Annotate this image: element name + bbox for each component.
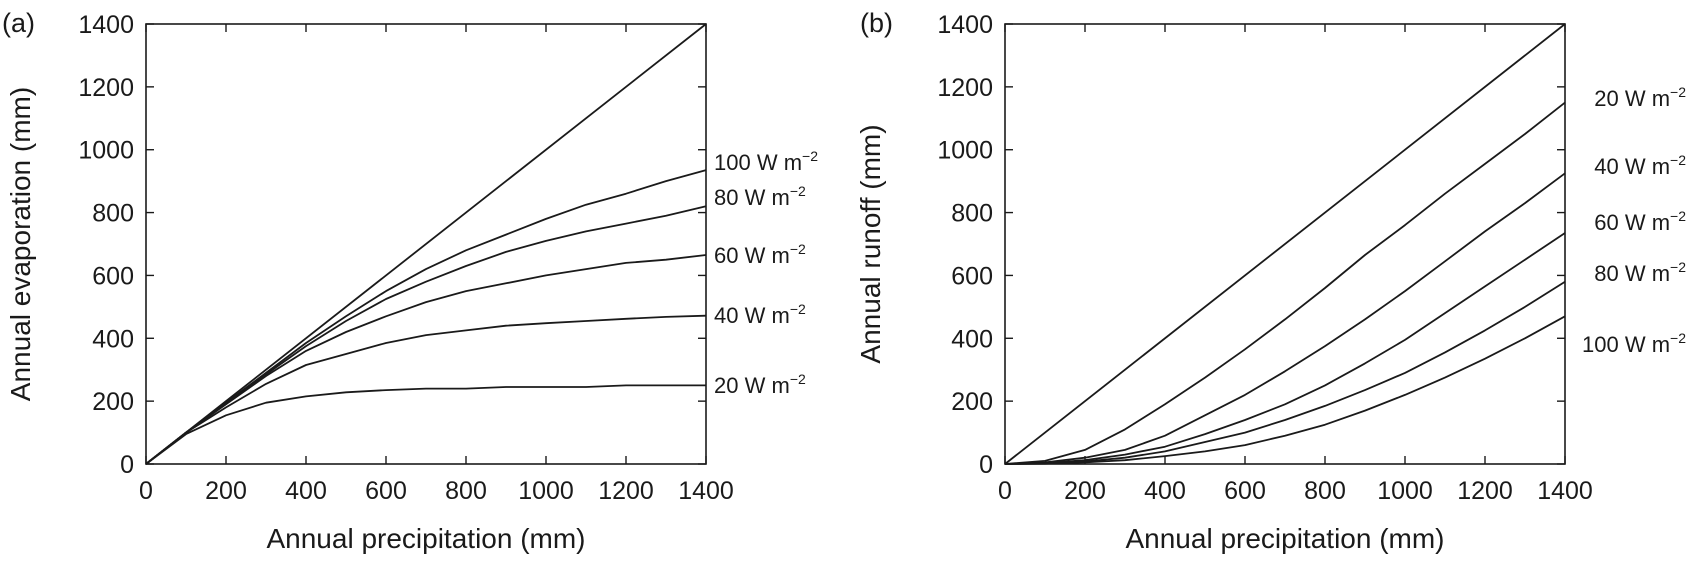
x-tick-label: 400 bbox=[1144, 477, 1186, 505]
panel-b: 0 200 400 600 800 1000 1200 1400 0 200 400 600 800 10… bbox=[855, 8, 1686, 554]
y-tick-label: 0 bbox=[979, 451, 993, 479]
x-tick-label: 200 bbox=[205, 477, 247, 505]
series-label-unit: W m bbox=[745, 373, 790, 398]
y-tick-label: 1400 bbox=[937, 11, 993, 39]
x-tick-label: 1200 bbox=[598, 477, 654, 505]
series-label-exponent: −2 bbox=[790, 183, 806, 199]
series-label-exponent: −2 bbox=[802, 148, 818, 164]
x-tick-label: 600 bbox=[1224, 477, 1266, 505]
series-label: 20 W m−2 bbox=[714, 371, 806, 398]
series-label-unit: W m bbox=[745, 303, 790, 328]
x-tick-label: 800 bbox=[445, 477, 487, 505]
series-label: 100 W m−2 bbox=[714, 148, 818, 175]
y-tick-label: 1000 bbox=[937, 137, 993, 165]
series-label-exponent: −2 bbox=[790, 371, 806, 387]
series-label-value: 80 bbox=[1594, 261, 1618, 286]
series-label-unit: W m bbox=[1625, 210, 1670, 235]
x-axis-title: Annual precipitation (mm) bbox=[1125, 523, 1444, 554]
x-tick-label: 1000 bbox=[1377, 477, 1433, 505]
series-label-exponent: −2 bbox=[1670, 330, 1686, 346]
y-tick-label: 400 bbox=[951, 325, 993, 353]
series-label-value: 60 bbox=[714, 243, 738, 268]
series-line-100 bbox=[1004, 315, 1566, 465]
y-tick-label: 600 bbox=[951, 262, 993, 290]
series-line-20 bbox=[1004, 101, 1566, 465]
series-line-40 bbox=[1004, 172, 1566, 465]
panel-label: (a) bbox=[2, 8, 35, 38]
series-line-80 bbox=[1004, 280, 1566, 465]
series-label-value: 100 bbox=[714, 150, 751, 175]
series-label-unit: W m bbox=[1625, 86, 1670, 111]
series-label-value: 40 bbox=[714, 303, 738, 328]
series-label-exponent: −2 bbox=[1670, 84, 1686, 100]
y-tick-label: 400 bbox=[92, 325, 134, 353]
series-label: 60 W m−2 bbox=[714, 241, 806, 268]
series-label: 40 W m−2 bbox=[1594, 152, 1686, 179]
series-label: 80 W m−2 bbox=[1594, 259, 1686, 286]
series-label-unit: W m bbox=[1625, 154, 1670, 179]
series-label-value: 20 bbox=[714, 373, 738, 398]
y-tick-label: 1200 bbox=[78, 74, 134, 102]
y-tick-label: 0 bbox=[120, 451, 134, 479]
series-label-value: 20 bbox=[1594, 86, 1618, 111]
series-label-exponent: −2 bbox=[790, 301, 806, 317]
series-line-100 bbox=[145, 169, 707, 465]
y-tick-label: 1000 bbox=[78, 137, 134, 165]
one-to-one-line bbox=[1004, 23, 1566, 465]
series-line-60 bbox=[1004, 232, 1566, 465]
panel-label: (b) bbox=[860, 8, 893, 38]
y-tick-label: 1400 bbox=[78, 11, 134, 39]
x-tick-label: 1200 bbox=[1457, 477, 1513, 505]
plot-frame bbox=[1004, 23, 1566, 465]
series-label: 60 W m−2 bbox=[1594, 208, 1686, 235]
series-label: 20 W m−2 bbox=[1594, 84, 1686, 111]
series-label: 100 W m−2 bbox=[1582, 330, 1686, 357]
series-line-60 bbox=[145, 254, 707, 465]
series-label: 80 W m−2 bbox=[714, 183, 806, 210]
y-tick-label: 1200 bbox=[937, 74, 993, 102]
series-label-exponent: −2 bbox=[1670, 259, 1686, 275]
x-tick-label: 0 bbox=[139, 477, 153, 505]
y-tick-label: 200 bbox=[92, 388, 134, 416]
series-label-value: 100 bbox=[1582, 332, 1619, 357]
x-tick-label: 400 bbox=[285, 477, 327, 505]
series-label-value: 60 bbox=[1594, 210, 1618, 235]
series-label-unit: W m bbox=[1625, 261, 1670, 286]
series-label-unit: W m bbox=[757, 150, 802, 175]
y-tick-label: 600 bbox=[92, 262, 134, 290]
x-tick-label: 0 bbox=[998, 477, 1012, 505]
series-label-exponent: −2 bbox=[790, 241, 806, 257]
panel-a: 0 200 400 600 800 1000 1200 1400 0 200 400 600 800 10… bbox=[2, 8, 818, 554]
x-tick-label: 1400 bbox=[678, 477, 734, 505]
y-tick-label: 800 bbox=[92, 200, 134, 228]
series-label-unit: W m bbox=[1625, 332, 1670, 357]
series-label-unit: W m bbox=[745, 243, 790, 268]
x-tick-label: 600 bbox=[365, 477, 407, 505]
series-label-value: 40 bbox=[1594, 154, 1618, 179]
x-tick-label: 1000 bbox=[518, 477, 574, 505]
y-tick-label: 200 bbox=[951, 388, 993, 416]
series-label-exponent: −2 bbox=[1670, 208, 1686, 224]
series-label: 40 W m−2 bbox=[714, 301, 806, 328]
series-label-value: 80 bbox=[714, 185, 738, 210]
series-line-80 bbox=[145, 205, 707, 465]
plot-frame bbox=[145, 23, 707, 465]
x-tick-label: 200 bbox=[1064, 477, 1106, 505]
x-tick-label: 800 bbox=[1304, 477, 1346, 505]
y-axis-title: Annual runoff (mm) bbox=[855, 124, 886, 363]
series-line-40 bbox=[145, 314, 707, 465]
one-to-one-line bbox=[145, 23, 707, 465]
x-axis-title: Annual precipitation (mm) bbox=[266, 523, 585, 554]
series-label-unit: W m bbox=[745, 185, 790, 210]
series-label-exponent: −2 bbox=[1670, 152, 1686, 168]
series-line-20 bbox=[145, 384, 706, 465]
y-tick-label: 800 bbox=[951, 200, 993, 228]
x-tick-label: 1400 bbox=[1537, 477, 1593, 505]
y-axis-title: Annual evaporation (mm) bbox=[5, 87, 36, 401]
